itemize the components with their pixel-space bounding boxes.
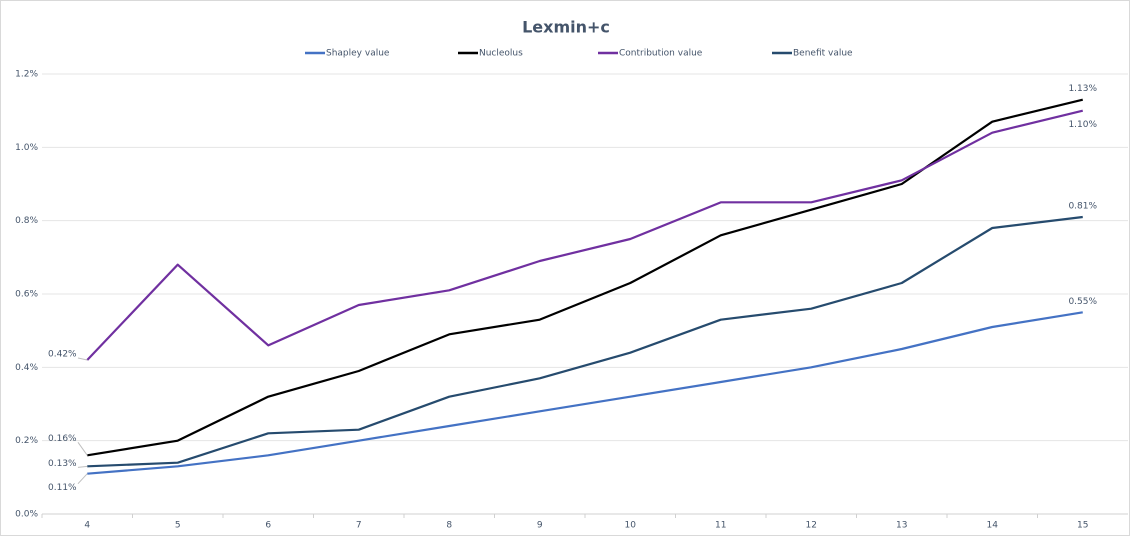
y-tick-label: 0.0%	[15, 510, 38, 520]
y-tick-label: 0.2%	[15, 436, 38, 446]
data-label: 0.55%	[1068, 297, 1097, 307]
chart-title: Lexmin+c	[522, 18, 610, 37]
x-tick-label: 4	[84, 521, 90, 531]
leader-line	[77, 357, 88, 361]
data-label: 0.42%	[48, 350, 77, 360]
x-tick-label: 15	[1077, 521, 1088, 531]
x-tick-label: 12	[806, 521, 817, 531]
data-label: 0.81%	[1068, 202, 1097, 212]
data-label: 1.10%	[1068, 120, 1097, 130]
x-tick-label: 13	[896, 521, 907, 531]
x-tick-label: 14	[987, 521, 999, 531]
data-label: 0.11%	[48, 483, 77, 493]
legend-label: Nucleolus	[479, 49, 523, 59]
y-tick-label: 1.2%	[15, 70, 38, 80]
data-label: 1.13%	[1068, 84, 1097, 94]
x-tick-label: 9	[537, 521, 543, 531]
x-tick-label: 6	[265, 521, 271, 531]
data-label: 0.13%	[48, 459, 77, 469]
legend-label: Shapley value	[326, 49, 390, 59]
data-label: 0.16%	[48, 434, 77, 444]
legend-label: Benefit value	[793, 49, 853, 59]
x-tick-label: 8	[446, 521, 452, 531]
leader-line	[77, 465, 88, 468]
y-tick-label: 0.6%	[15, 290, 38, 300]
x-tick-label: 11	[715, 521, 726, 531]
x-tick-label: 5	[175, 521, 181, 531]
series-line	[87, 311, 1083, 475]
series-line	[86, 109, 1084, 361]
x-tick-label: 10	[625, 521, 637, 531]
leader-line	[77, 473, 88, 485]
legend-label: Contribution value	[619, 49, 703, 59]
y-tick-label: 0.8%	[15, 216, 38, 226]
series-line	[87, 215, 1083, 468]
x-tick-label: 7	[356, 521, 362, 531]
leader-line	[77, 442, 88, 456]
y-tick-label: 1.0%	[15, 143, 38, 153]
y-tick-label: 0.4%	[15, 363, 38, 373]
